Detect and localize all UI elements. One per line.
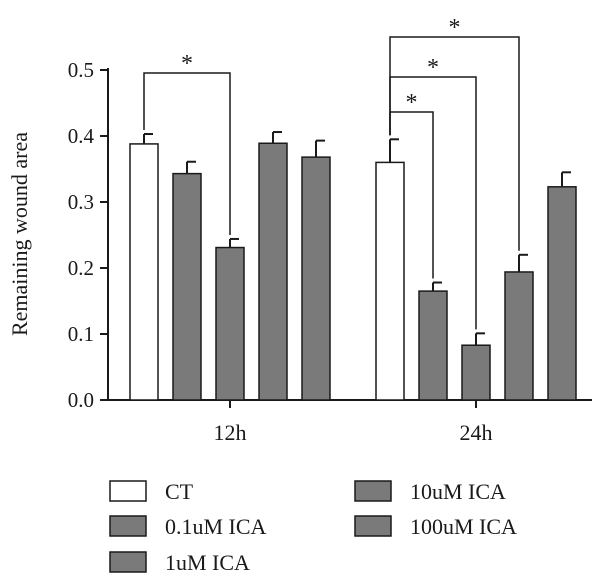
bar (129, 143, 159, 401)
legend-swatch (109, 480, 147, 502)
significance-bracket (389, 36, 520, 251)
significance-star: * (449, 15, 461, 41)
y-tick-label: 0.4 (68, 124, 95, 148)
legend-swatch (354, 515, 392, 537)
y-tick-label: 0.0 (68, 388, 94, 412)
y-tick-label: 0.2 (68, 256, 94, 280)
legend-label: 100uM ICA (410, 514, 517, 539)
x-tick-label: 24h (460, 420, 493, 445)
legend-swatch (354, 480, 392, 502)
axes: 0.0 0.1 0.2 0.3 0.4 0.5 12h 24h (68, 58, 592, 445)
x-tick-label: 12h (214, 420, 247, 445)
significance-star: * (406, 90, 418, 116)
bar (172, 172, 202, 401)
legend-label: CT (165, 479, 194, 504)
legend-swatch (109, 515, 147, 537)
bar (418, 290, 448, 401)
bar (461, 344, 491, 401)
significance-brackets: * * * * (143, 15, 520, 330)
bar (215, 246, 245, 401)
y-axis-label: Remaining wound area (7, 132, 32, 336)
significance-star: * (427, 55, 439, 81)
significance-bracket (143, 72, 231, 235)
bar (375, 161, 405, 401)
bar (504, 271, 534, 401)
legend-swatch (109, 551, 147, 573)
bar (258, 142, 288, 401)
y-tick-label: 0.3 (68, 190, 94, 214)
y-tick-label: 0.5 (68, 58, 94, 82)
y-tick-label: 0.1 (68, 322, 94, 346)
legend-label: 0.1uM ICA (165, 514, 267, 539)
bars (129, 131, 577, 401)
legend-label: 1uM ICA (165, 550, 250, 575)
bar (547, 186, 577, 401)
bar (301, 156, 331, 401)
legend: CT 0.1uM ICA 1uM ICA 10uM ICA 100uM ICA (109, 479, 517, 575)
significance-star: * (181, 51, 193, 77)
legend-label: 10uM ICA (410, 479, 506, 504)
